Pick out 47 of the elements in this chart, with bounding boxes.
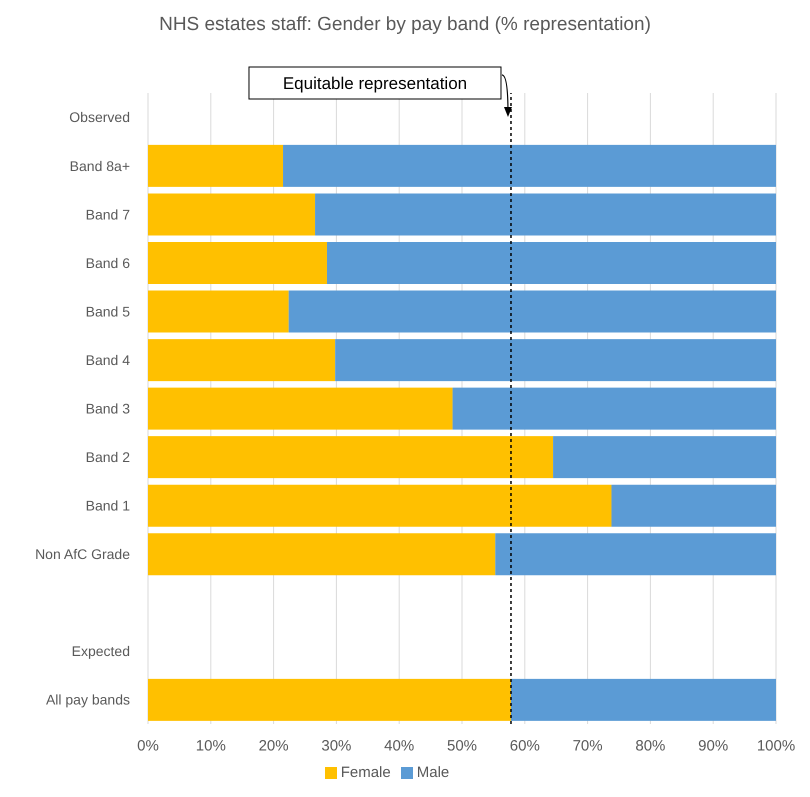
legend-label: Male <box>416 764 450 781</box>
y-tick-label: All pay bands <box>46 692 130 708</box>
x-tick-label: 70% <box>572 738 603 755</box>
y-tick-label: Band 6 <box>86 254 130 271</box>
bar <box>326 242 776 284</box>
y-tick-label: Observed <box>69 109 130 126</box>
y-tick-label: Band 3 <box>86 400 130 416</box>
x-tick-label: 10% <box>196 738 226 755</box>
bar <box>148 144 284 187</box>
bar <box>510 678 776 721</box>
x-tick-label: 60% <box>510 738 540 755</box>
x-tick-label: 100% <box>756 738 796 755</box>
x-tick-label: 80% <box>635 738 666 755</box>
x-tick-label: 30% <box>321 738 352 755</box>
y-tick-label: Expected <box>72 643 130 660</box>
bar <box>148 242 327 284</box>
legend-label: Female <box>340 764 391 781</box>
x-tick-label: 40% <box>384 738 414 755</box>
bar <box>148 339 336 382</box>
chart-title: NHS estates staff: Gender by pay band (% representation) <box>158 14 652 36</box>
y-tick-label: Non AfC Grade <box>35 546 130 562</box>
bar <box>148 193 316 236</box>
bar <box>148 290 289 333</box>
y-tick-label: Band 5 <box>86 303 130 320</box>
bar <box>335 339 776 382</box>
x-tick-label: 20% <box>258 738 289 755</box>
bar <box>148 436 554 478</box>
bar <box>315 193 776 236</box>
bar <box>495 533 776 576</box>
y-tick-label: Band 7 <box>86 206 130 222</box>
bar <box>148 484 612 527</box>
bar <box>148 678 511 721</box>
bar <box>553 436 776 478</box>
bar <box>283 144 776 187</box>
x-tick-label: 50% <box>446 738 478 755</box>
bar <box>452 388 776 430</box>
y-tick-label: Band 8a+ <box>70 158 130 174</box>
bar <box>611 484 776 527</box>
y-tick-label: Band 4 <box>86 352 130 368</box>
bar <box>148 388 453 430</box>
x-tick-label: 90% <box>698 738 728 755</box>
y-tick-label: Band 2 <box>86 449 130 466</box>
bar <box>288 290 776 333</box>
ref-line-label: Equitable representation <box>282 74 468 93</box>
bar <box>148 533 496 576</box>
y-tick-label: Band 1 <box>86 498 130 514</box>
x-tick-label: 0% <box>137 738 159 755</box>
